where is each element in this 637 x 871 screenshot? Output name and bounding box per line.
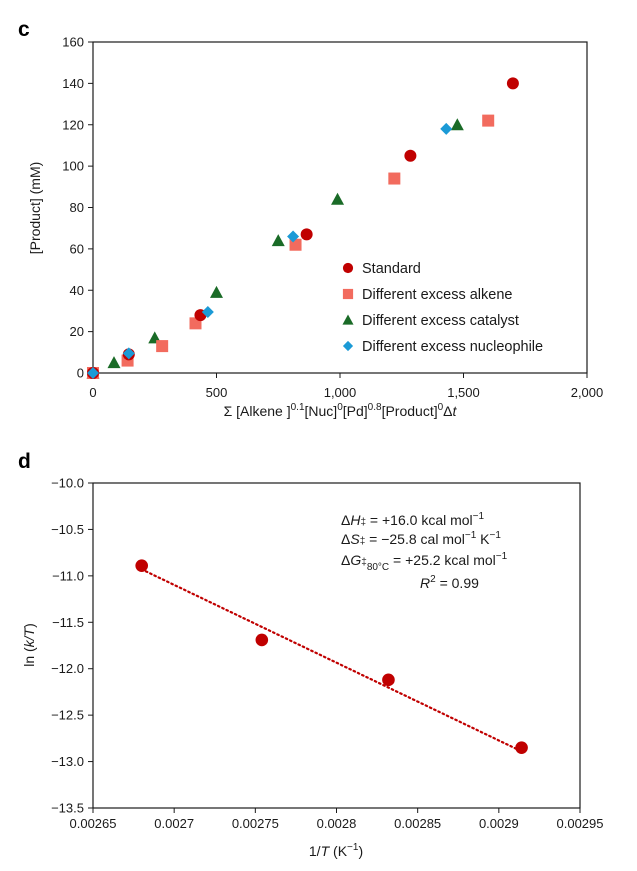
- y-tick-label-c: 40: [70, 283, 84, 298]
- data-point-triangle: [107, 356, 121, 369]
- x-tick-label-c: 2,000: [571, 385, 604, 400]
- data-point-square: [482, 114, 495, 127]
- plot-frame-d: [92, 482, 581, 809]
- y-tick-label-c: 20: [70, 324, 84, 339]
- annotation-dH: ΔH‡ = +16.0 kcal mol−1: [341, 511, 485, 528]
- x-tick-label-d: 0.0028: [317, 816, 357, 831]
- y-tick-label-c: 140: [62, 76, 84, 91]
- legend-label: Different excess alkene: [362, 287, 512, 303]
- y-tick-label-d: −10.5: [51, 522, 84, 537]
- data-point-diamond: [440, 122, 453, 135]
- y-tick-label-d: −12.0: [51, 661, 84, 676]
- y-tick-label-c: 100: [62, 159, 84, 174]
- data-points-d: [135, 559, 528, 754]
- annotation-r2: R2 = 0.99: [420, 574, 479, 591]
- fit-line: [140, 568, 523, 753]
- y-tick-label-d: −12.5: [51, 708, 84, 723]
- legend-label: Different excess nucleophile: [362, 339, 543, 355]
- y-tick-label-c: 80: [70, 200, 84, 215]
- y-tick-label-c: 60: [70, 241, 84, 256]
- y-tick-label-d: −13.5: [51, 801, 84, 816]
- legend-label: Standard: [362, 261, 421, 277]
- panel-label-c: c: [18, 18, 30, 41]
- annotation-dS: ΔS‡ = −25.8 cal mol−1 K−1: [341, 530, 501, 547]
- x-axis-label-d: 1/T (K−1): [309, 842, 363, 859]
- x-axis-label-c: Σ [Alkene ]0.1​[Nuc]0​[Pd]0.8​[Product]0…: [224, 402, 458, 419]
- legend-label: Different excess catalyst: [362, 313, 519, 329]
- data-point-square: [156, 340, 169, 353]
- x-tick-label-d: 0.00275: [232, 816, 279, 831]
- data-point-triangle: [450, 118, 464, 131]
- panel-c: c 0 20 40 60 80 100 120 140 160 0 500 1,000 1,500 2,…: [18, 18, 603, 419]
- y-tick-label-c: 0: [77, 366, 84, 381]
- data-point-triangle: [210, 285, 223, 298]
- x-tick-label-d: 0.0029: [479, 816, 519, 831]
- data-point-circle: [135, 559, 148, 572]
- x-tick-label-c: 500: [206, 385, 228, 400]
- x-axis-c: 0 500 1,000 1,500 2,000: [89, 373, 603, 400]
- y-tick-label-d: −11.5: [52, 615, 84, 630]
- data-point-diamond: [87, 367, 99, 379]
- data-points-c: [86, 77, 519, 379]
- data-point-circle: [255, 633, 269, 647]
- y-tick-label-c: 160: [62, 35, 84, 50]
- x-tick-label-c: 0: [89, 385, 96, 400]
- data-point-circle: [506, 77, 519, 90]
- data-point-triangle: [331, 192, 345, 205]
- data-point-diamond: [122, 347, 135, 360]
- x-tick-label-c: 1,500: [447, 385, 480, 400]
- y-axis-d: −10.0 −10.5 −11.0 −11.5 −12.0 −12.5 −13.0 −13.5: [51, 476, 93, 816]
- thermo-annotation: ΔH‡ = +16.0 kcal mol−1 ΔS‡ = −25.8 cal mo…: [341, 511, 508, 591]
- x-tick-label-c: 1,000: [324, 385, 357, 400]
- x-tick-label-d: 0.00285: [394, 816, 441, 831]
- data-point-diamond: [287, 230, 300, 243]
- legend-marker-triangle: [342, 314, 354, 325]
- panel-label-d: d: [18, 450, 31, 473]
- legend-marker-square: [342, 288, 354, 300]
- y-tick-label-c: 120: [62, 117, 84, 132]
- y-axis-label-c: [Product] (mM): [27, 162, 43, 255]
- data-point-circle: [382, 673, 395, 687]
- y-tick-label-d: −13.0: [51, 754, 84, 769]
- data-point-diamond: [201, 305, 214, 318]
- y-tick-label-d: −10.0: [51, 476, 84, 491]
- x-tick-label-d: 0.00295: [557, 816, 604, 831]
- x-tick-label-d: 0.00265: [70, 816, 117, 831]
- panel-d: d −10.0 −10.5 −11.0 −11.5 −12.0 −12.5 −13.0 −13…: [18, 450, 604, 859]
- data-point-circle: [300, 228, 313, 241]
- data-point-square: [388, 172, 401, 185]
- y-axis-c: 0 20 40 60 80 100 120 140 160: [62, 35, 93, 381]
- data-point-triangle: [271, 234, 285, 247]
- legend-c: Standard Different excess alkene Different…: [342, 261, 543, 355]
- x-tick-label-d: 0.0027: [154, 816, 194, 831]
- y-tick-label-d: −11.0: [52, 568, 84, 583]
- legend-marker-circle: [342, 262, 354, 274]
- data-point-circle: [515, 741, 528, 754]
- legend-marker-diamond: [342, 340, 354, 352]
- annotation-dG: ΔG‡80°C​ = +25.2 kcal mol−1: [341, 551, 508, 573]
- y-axis-label-d: ln (k/T): [21, 623, 37, 667]
- x-axis-d: 0.00265 0.0027 0.00275 0.0028 0.00285 0.0029 0…: [70, 808, 604, 831]
- data-point-circle: [404, 149, 417, 162]
